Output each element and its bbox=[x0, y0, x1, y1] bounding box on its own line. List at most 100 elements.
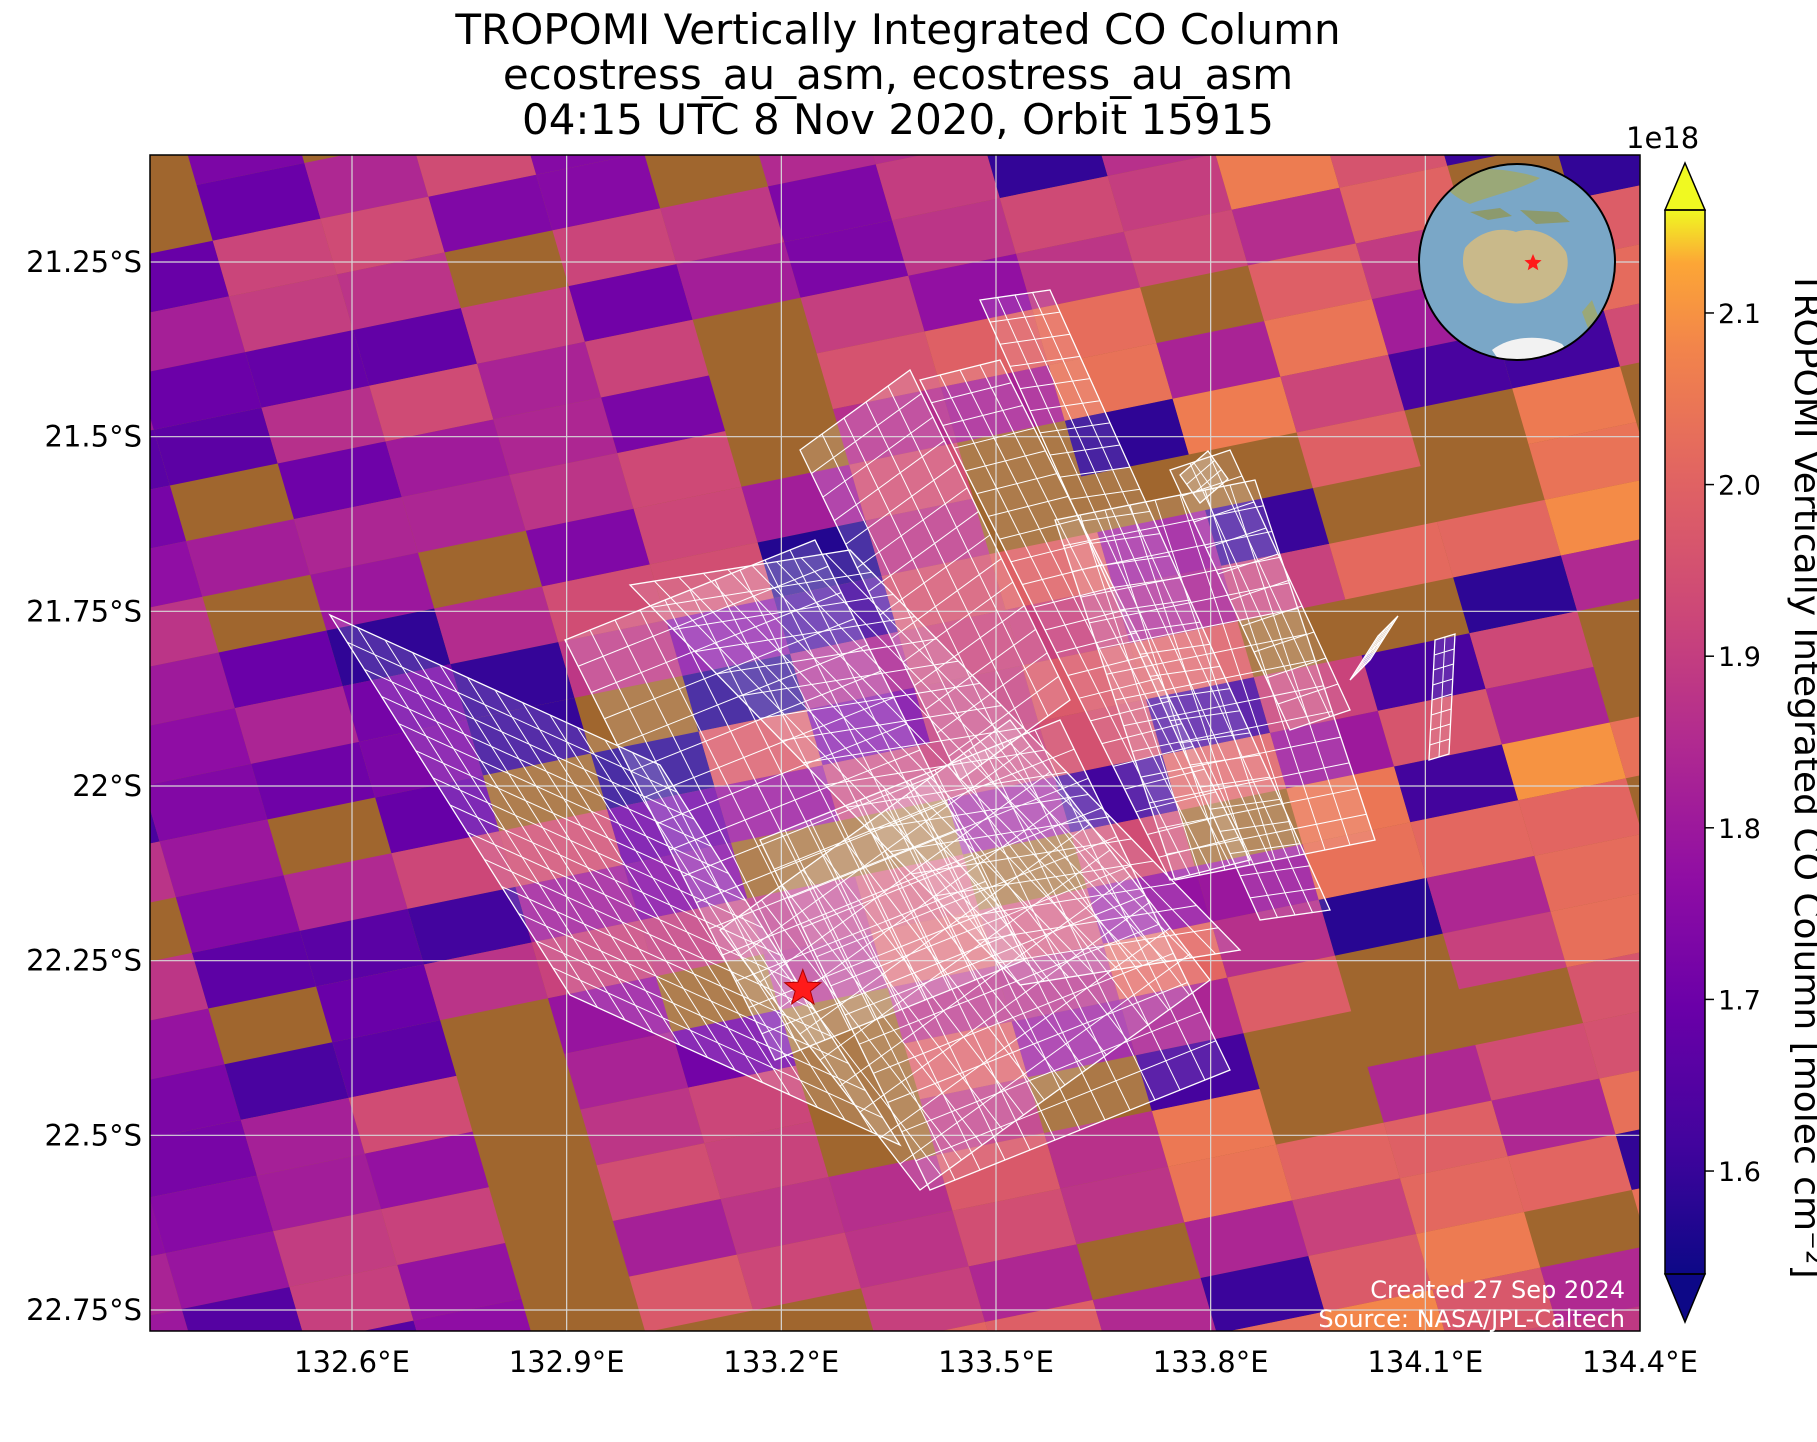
lat-tick-label: 22°S bbox=[72, 769, 142, 803]
swath-cell bbox=[1210, 899, 1335, 978]
colorbar-ticks: 2.1 2.0 1.9 1.8 1.7 1.6 bbox=[1705, 299, 1761, 1188]
lat-tick-label: 22.5°S bbox=[45, 1118, 142, 1152]
swath-cell bbox=[150, 352, 262, 430]
swath-cell bbox=[967, 65, 1091, 143]
swath-cell bbox=[1426, 855, 1551, 934]
swath-cell bbox=[1280, 354, 1405, 433]
swath-cell bbox=[1416, 1212, 1541, 1290]
swath-cell bbox=[747, 876, 872, 955]
swath-cell bbox=[547, 976, 672, 1054]
swath-cell bbox=[1229, 1311, 1331, 1331]
swath-cell bbox=[1534, 834, 1640, 912]
globe-australia bbox=[1462, 229, 1568, 304]
swath-cell bbox=[1302, 822, 1427, 900]
swath-cell bbox=[1032, 287, 1157, 366]
target-marker-star bbox=[783, 968, 823, 1006]
swath-cell bbox=[757, 520, 882, 599]
swath-cell bbox=[952, 1188, 1077, 1267]
swath-cell bbox=[1631, 1188, 1640, 1219]
swath-cell bbox=[150, 296, 246, 372]
swath-cell bbox=[1560, 539, 1640, 612]
swath-cell bbox=[401, 475, 526, 553]
colorbar-tick-label: 1.9 bbox=[1718, 642, 1761, 673]
swath-cell bbox=[165, 1231, 290, 1309]
swath-cell bbox=[196, 163, 321, 241]
lat-tick-label: 21.75°S bbox=[26, 594, 142, 628]
globe-outline bbox=[1418, 163, 1616, 361]
swath-cell bbox=[1101, 155, 1211, 177]
chart-title-line1: TROPOMI Vertically Integrated CO Column bbox=[455, 5, 1341, 54]
swath-cell bbox=[1519, 1323, 1559, 1331]
footprint-mesh bbox=[1169, 449, 1351, 731]
swath-cell bbox=[758, 155, 876, 187]
swath-cell bbox=[150, 1119, 257, 1198]
swath-cell bbox=[423, 942, 548, 1021]
footprint-mesh bbox=[759, 719, 1231, 1191]
lon-tick-label: 132.6°E bbox=[294, 1345, 410, 1379]
swath-cell bbox=[1151, 1088, 1276, 1167]
swath-cell bbox=[304, 155, 429, 219]
swath-cell bbox=[187, 155, 305, 186]
colorbar-gradient bbox=[1665, 210, 1705, 1274]
swath-cell bbox=[1054, 754, 1179, 833]
lat-tick-label: 22.75°S bbox=[26, 1293, 142, 1327]
swath-cell bbox=[369, 363, 494, 442]
swath-cell bbox=[881, 554, 1006, 632]
swath-cell bbox=[391, 831, 516, 909]
swath-cell bbox=[1399, 1156, 1524, 1234]
swath-cell bbox=[865, 498, 990, 577]
swath-cell bbox=[736, 1232, 861, 1311]
swath-cell bbox=[150, 1200, 166, 1257]
swath-cell bbox=[1603, 303, 1640, 367]
swath-cell bbox=[590, 731, 715, 810]
swath-cell bbox=[1200, 1256, 1325, 1331]
swath-cell bbox=[348, 1075, 473, 1154]
swath-cell bbox=[629, 1254, 754, 1331]
swath-cell bbox=[336, 252, 461, 331]
swath-cell bbox=[153, 407, 278, 486]
footprint-mesh bbox=[1179, 450, 1229, 504]
swath-cell bbox=[584, 319, 709, 398]
swath-cell bbox=[150, 596, 219, 667]
swath-cell bbox=[150, 240, 229, 313]
swath-cell bbox=[1566, 952, 1640, 1023]
swath-cell bbox=[1367, 1044, 1492, 1123]
swath-cell bbox=[1583, 1011, 1640, 1079]
globe-location-star bbox=[1524, 254, 1542, 271]
swath-cell bbox=[741, 464, 866, 543]
swath-cell bbox=[477, 341, 602, 420]
swath-cell bbox=[1410, 800, 1535, 878]
globe-new-guinea bbox=[1520, 210, 1570, 224]
footprint-mesh bbox=[1428, 633, 1456, 761]
swath-cell bbox=[580, 1087, 705, 1166]
footprint-mesh bbox=[1349, 615, 1399, 681]
lat-tick-label: 21.25°S bbox=[26, 245, 142, 279]
swath-cell bbox=[150, 952, 209, 1021]
swath-cell bbox=[1518, 778, 1640, 856]
swath-cell bbox=[434, 586, 559, 665]
swath-cell bbox=[1550, 893, 1640, 968]
swath-cell bbox=[1453, 555, 1578, 634]
swath-cell bbox=[1231, 187, 1356, 266]
colorbar-label: TROPOMI Vertically Integrated CO Column … bbox=[1786, 271, 1817, 1279]
swath-cell bbox=[660, 186, 785, 265]
swath-cell bbox=[1540, 1247, 1640, 1324]
swath-cell bbox=[316, 964, 441, 1043]
swath-cell bbox=[596, 1143, 721, 1221]
swath-cell bbox=[1512, 366, 1637, 445]
swath-cell bbox=[601, 375, 726, 454]
swath-cell bbox=[273, 1209, 398, 1287]
swath-cell bbox=[407, 886, 532, 965]
swath-cell bbox=[871, 910, 996, 988]
swath-cell bbox=[224, 1042, 349, 1120]
swath-cell bbox=[1544, 480, 1640, 556]
swath-cell bbox=[293, 497, 418, 575]
lon-tick-label: 133.8°E bbox=[1153, 1345, 1269, 1379]
map-frame bbox=[149, 154, 1641, 1332]
swath-cell bbox=[1086, 866, 1211, 944]
swath-cell bbox=[1168, 1144, 1293, 1223]
swath-cell bbox=[1199, 76, 1323, 154]
swath-cell bbox=[1556, 1306, 1640, 1331]
swath-cell bbox=[999, 176, 1124, 254]
swath-cell bbox=[150, 1008, 225, 1080]
